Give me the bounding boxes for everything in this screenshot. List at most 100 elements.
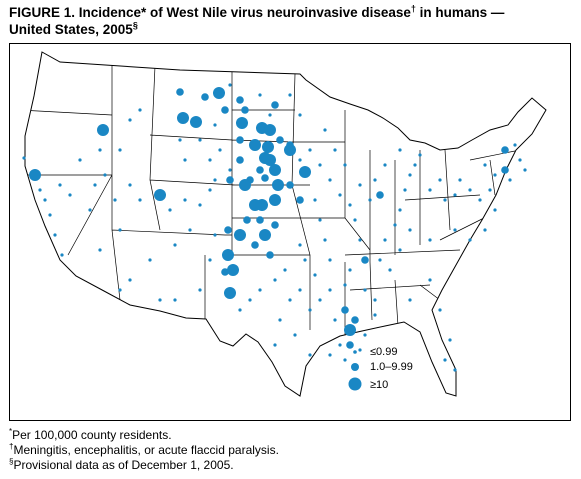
county-dot	[343, 163, 347, 167]
county-dot	[158, 298, 162, 302]
county-dot	[38, 188, 42, 192]
county-dot	[343, 283, 347, 287]
title-text: in humans —	[415, 5, 505, 20]
county-dot	[213, 123, 217, 127]
county-dot	[303, 258, 307, 262]
county-dot	[323, 128, 327, 132]
county-dot	[262, 141, 274, 153]
county-dot	[239, 179, 251, 191]
county-dot	[118, 228, 122, 232]
county-dot	[213, 87, 225, 99]
county-dot	[188, 228, 192, 232]
county-dot	[236, 136, 244, 144]
county-dots	[22, 83, 527, 372]
county-dot	[513, 143, 517, 147]
county-dot	[183, 158, 187, 162]
county-dot	[363, 288, 367, 292]
county-dot	[48, 213, 52, 217]
county-dot	[201, 93, 209, 101]
legend-dot	[351, 363, 359, 371]
county-dot	[468, 188, 472, 192]
county-dot	[358, 348, 362, 352]
county-dot	[88, 208, 92, 212]
county-dot	[273, 343, 277, 347]
title-mark: §	[132, 20, 138, 31]
county-dot	[333, 148, 337, 152]
county-dot	[448, 338, 452, 342]
county-dot	[388, 268, 392, 272]
county-dot	[208, 158, 212, 162]
legend-label: ≥10	[370, 379, 388, 391]
county-dot	[408, 228, 412, 232]
county-dot	[236, 96, 244, 104]
county-dot	[443, 358, 447, 362]
county-dot	[241, 106, 249, 114]
legend-label: 1.0–9.99	[370, 361, 413, 373]
county-dot	[438, 178, 442, 182]
county-dot	[259, 152, 271, 164]
footnote-mark: *	[9, 427, 13, 436]
county-dot	[78, 158, 82, 162]
county-dot	[259, 229, 271, 241]
county-dot	[238, 308, 242, 312]
county-dot	[138, 198, 142, 202]
county-dot	[208, 188, 212, 192]
county-dot	[278, 318, 282, 322]
footnote-mark: §	[9, 457, 14, 466]
county-dot	[341, 306, 349, 314]
county-dot	[344, 324, 356, 336]
county-dot	[413, 163, 417, 167]
county-dot	[518, 158, 522, 162]
county-dot	[318, 298, 322, 302]
county-dot	[118, 288, 122, 292]
county-dot	[488, 188, 492, 192]
county-dot	[178, 138, 182, 142]
county-dot	[298, 243, 302, 247]
county-dot	[318, 218, 322, 222]
county-dot	[258, 93, 262, 97]
county-dot	[296, 196, 304, 204]
county-dot	[286, 181, 294, 189]
county-dot	[338, 193, 342, 197]
county-dot	[98, 148, 102, 152]
county-dot	[333, 318, 337, 322]
county-dot	[234, 229, 246, 241]
county-dot	[438, 308, 442, 312]
county-dot	[258, 288, 262, 292]
county-dot	[288, 298, 292, 302]
county-dot	[483, 228, 487, 232]
county-dot	[308, 308, 312, 312]
county-dot	[501, 146, 509, 154]
county-dot	[313, 198, 317, 202]
county-dot	[168, 208, 172, 212]
legend-dot	[353, 350, 357, 354]
frame	[9, 43, 571, 421]
county-dot	[351, 316, 359, 324]
county-dot	[198, 203, 202, 207]
county-dot	[288, 93, 292, 97]
county-dot	[218, 148, 222, 152]
county-dot	[271, 221, 279, 229]
county-dot	[128, 183, 132, 187]
county-dot	[493, 208, 497, 212]
county-dot	[173, 243, 177, 247]
county-dot	[523, 168, 527, 172]
county-dot	[251, 241, 259, 249]
county-dot	[483, 163, 487, 167]
county-dot	[328, 353, 332, 357]
county-dot	[398, 208, 402, 212]
county-dot	[308, 353, 312, 357]
county-dot	[368, 198, 372, 202]
county-dot	[408, 173, 412, 177]
title-mark: †	[410, 3, 416, 14]
county-dot	[358, 238, 362, 242]
county-dot	[236, 117, 248, 129]
county-dot	[398, 148, 402, 152]
county-dot	[29, 169, 41, 181]
county-dot	[453, 193, 457, 197]
county-dot	[428, 188, 432, 192]
county-dot	[198, 138, 202, 142]
county-dot	[393, 223, 397, 227]
county-dot	[97, 124, 109, 136]
